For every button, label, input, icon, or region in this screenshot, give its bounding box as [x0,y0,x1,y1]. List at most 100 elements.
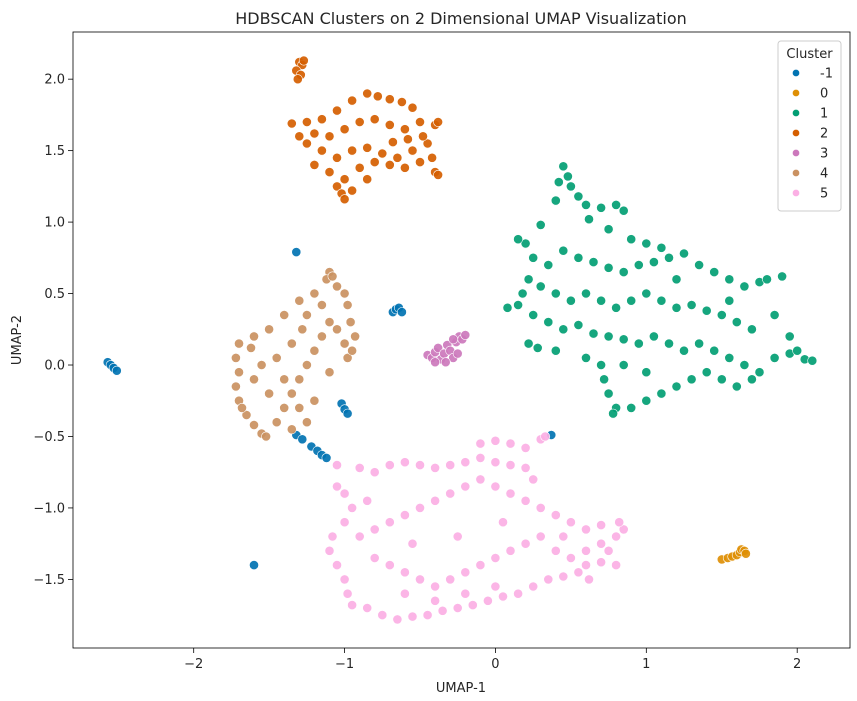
x-axis: −2 −1 0 1 2 [184,648,801,672]
scatter-point-cluster-4-34 [286,338,297,349]
scatter-point-cluster-3-13 [440,357,451,368]
scatter-point-cluster-4-41 [301,417,312,428]
scatter-point-cluster-5-18 [520,462,531,473]
scatter-point-cluster-1-62 [709,345,720,356]
scatter-point-cluster-1-39 [596,295,606,306]
scatter-point-cluster-1-11 [603,224,614,235]
scatter-point-cluster-1-98 [724,295,735,306]
scatter-point-cluster-4-6 [294,295,305,306]
scatter-point-cluster-3-3 [433,342,443,353]
scatter-point-cluster-2-17 [324,131,335,142]
scatter-point-cluster-5-46 [596,557,606,568]
scatter-point-cluster-5-93 [498,517,508,528]
scatter-point-cluster-2-42 [427,152,437,163]
scatter-point-cluster-5-59 [505,488,516,499]
scatter-point-cluster-3-12 [452,348,463,359]
y-tick-label-1: −1.0 [33,501,65,516]
scatter-point-cluster-1-37 [566,295,576,306]
scatter-point-cluster-4-22 [294,374,305,385]
scatter-point-cluster-1-6 [581,199,591,210]
scatter-point-cluster-1-43 [656,295,667,306]
scatter-point-cluster-2-6 [362,88,373,99]
scatter-point-cluster-1-54 [588,328,599,339]
scatter-point-cluster-1-34 [762,274,772,285]
scatter-point-cluster-5-16 [490,457,501,468]
scatter-point-cluster-1-84 [641,367,652,378]
scatter-point-cluster-4-32 [345,317,356,327]
scatter-point-cluster-1-9 [618,205,629,216]
scatter-point-cluster-4-11 [230,352,241,363]
scatter-point-cluster-1-7 [596,202,606,213]
scatter-point-cluster-5-80 [520,538,531,549]
scatter-point-cluster-5-81 [535,531,546,542]
scatter-point-cluster-5-44 [573,567,584,578]
legend-label-1: 1 [820,107,828,122]
scatter-point-cluster-5-71 [384,560,395,570]
x-tick-label-2: 0 [491,657,499,672]
scatter-point-cluster-5-13 [445,460,456,470]
scatter-point-cluster-1-44 [671,302,682,313]
scatter-point-cluster-5-40 [513,588,523,599]
legend-label-0: 0 [820,87,828,102]
legend-box [777,40,842,212]
scatter-point-cluster-5-89 [558,531,569,542]
scatter-point-cluster-1-35 [535,281,546,292]
scatter-point-cluster-5-25 [324,545,335,556]
scatter-point-cluster-5-52 [614,517,625,528]
scatter-point-cluster-5-30 [362,603,373,613]
scatter-point-cluster-4-7 [279,310,290,320]
scatter-point-cluster-1-85 [618,360,629,370]
scatter-point-cluster-4-44 [324,367,335,378]
scatter-point-cluster-3-16 [448,334,459,345]
scatter-point-cluster-2-54 [387,137,398,147]
y-tick-label-0: −1.5 [33,573,65,588]
scatter-point-cluster-5-23 [339,517,350,528]
scatter-point-cluster-1-82 [671,381,682,392]
scatter-point-cluster-5-45 [581,560,591,570]
scatter-point-cluster-1-36 [550,288,561,299]
scatter-point-cluster-2-13 [316,114,327,125]
scatter-point-cluster-4-45 [316,300,327,310]
scatter-point-cluster-1-24 [618,267,629,277]
scatter-point-cluster-5-47 [611,560,621,570]
scatter-point-cluster-1-29 [694,260,704,270]
scatter-point-cluster-5-64 [430,495,440,506]
scatter-point-cluster-2-53 [402,134,413,145]
scatter-point-cluster-1-81 [656,388,667,399]
scatter-point-cluster-1-12 [626,234,637,245]
scatter-point-cluster-5-94 [362,495,373,506]
scatter-point-cluster-2-49 [362,174,373,185]
scatter-point-cluster-1-76 [603,388,614,399]
scatter-point-cluster-5-83 [566,553,576,563]
scatter-point-cluster-5-38 [482,595,493,606]
scatter-point-cluster-2-31 [347,145,357,156]
scatter-point-cluster-5-54 [581,524,591,535]
scatter-point-cluster-1-28 [679,248,689,259]
scatter-point-cluster-4-31 [350,331,360,342]
x-tick-label-0: −2 [184,657,203,672]
scatter-point-cluster-4-3 [339,288,350,299]
scatter-point-cluster-5-60 [490,481,501,492]
scatter-point-cluster-4-49 [297,324,308,335]
scatter-point-cluster-5-88 [490,581,501,592]
scatter-point-cluster-5-9 [384,460,395,470]
scatter-point-cluster-5-26 [332,560,342,570]
scatter-point-cluster-1-13 [641,238,652,249]
scatter-point-cluster-1-79 [626,402,637,413]
scatter-point-cluster-5-58 [520,495,531,506]
scatter-point-cluster-2-48 [347,185,357,196]
scatter-point-cluster-1-70 [523,338,534,349]
legend-marker-3 [792,149,800,157]
scatter-point-cluster-5-49 [596,538,606,549]
legend-label-5: 5 [820,187,828,202]
scatter-point-cluster-1-83 [686,374,697,385]
y-tick-label-2: −0.5 [33,430,65,445]
scatter-point-cluster-5-17 [505,460,516,470]
scatter-point-cluster-2-39 [384,159,395,170]
y-axis: −1.5 −1.0 −0.5 0.0 0.5 1.0 1.5 2.0 [33,73,73,588]
scatter-point-cluster-5-75 [445,574,456,585]
scatter-point-cluster-5-19 [528,474,539,485]
chart-title: HDBSCAN Clusters on 2 Dimensional UMAP V… [235,9,687,28]
scatter-point-cluster-2-5 [298,55,309,66]
